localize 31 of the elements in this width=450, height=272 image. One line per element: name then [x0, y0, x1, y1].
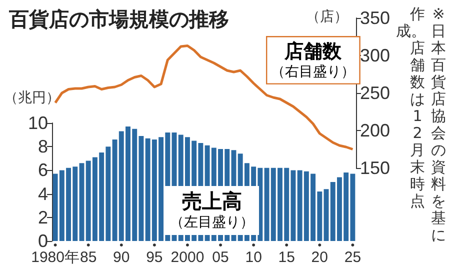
y-tick-label: 4: [38, 184, 48, 204]
chart-title: 百貨店の市場規模の推移: [8, 7, 229, 31]
series-label: 売上高: [182, 189, 242, 213]
x-tick-label: 05: [212, 249, 229, 266]
annotation: （左目盛り）: [170, 214, 254, 230]
y-tick-label: 10: [28, 113, 48, 133]
series-label: 店舗数: [284, 40, 343, 63]
bar: [79, 163, 84, 241]
y2-tick-label: 200: [360, 120, 390, 140]
x-tick-label: 85: [80, 249, 97, 266]
y2-tick-label: 150: [360, 158, 390, 178]
bar: [324, 189, 329, 241]
y-tick-label: 0: [38, 231, 48, 251]
x-tick-label: 1980年: [31, 249, 80, 266]
x-tick-label: 20: [311, 249, 328, 266]
y2-tick-label: 350: [360, 8, 390, 28]
y-tick-label: 6: [38, 160, 48, 180]
x-tick-label: 2000: [170, 249, 204, 266]
y-tick-label: 8: [38, 136, 48, 157]
x-tick-label: 95: [146, 249, 163, 266]
text: ※日本百貨店協会の資料を基に作成。店舗数は12月末時点: [396, 5, 446, 244]
x-tick-label: 25: [344, 249, 362, 266]
y-tick-label: 2: [38, 207, 48, 228]
y2-tick-label: 300: [360, 46, 390, 66]
y-axis-title: （兆円）: [4, 90, 60, 106]
x-tick-label: 15: [278, 249, 295, 266]
x-tick-label: 90: [113, 249, 130, 266]
y2-tick-label: 250: [360, 83, 390, 103]
y2-axis-title: （店）: [306, 9, 348, 25]
text: （右目盛り）: [271, 64, 356, 80]
x-tick-label: 10: [245, 249, 262, 266]
